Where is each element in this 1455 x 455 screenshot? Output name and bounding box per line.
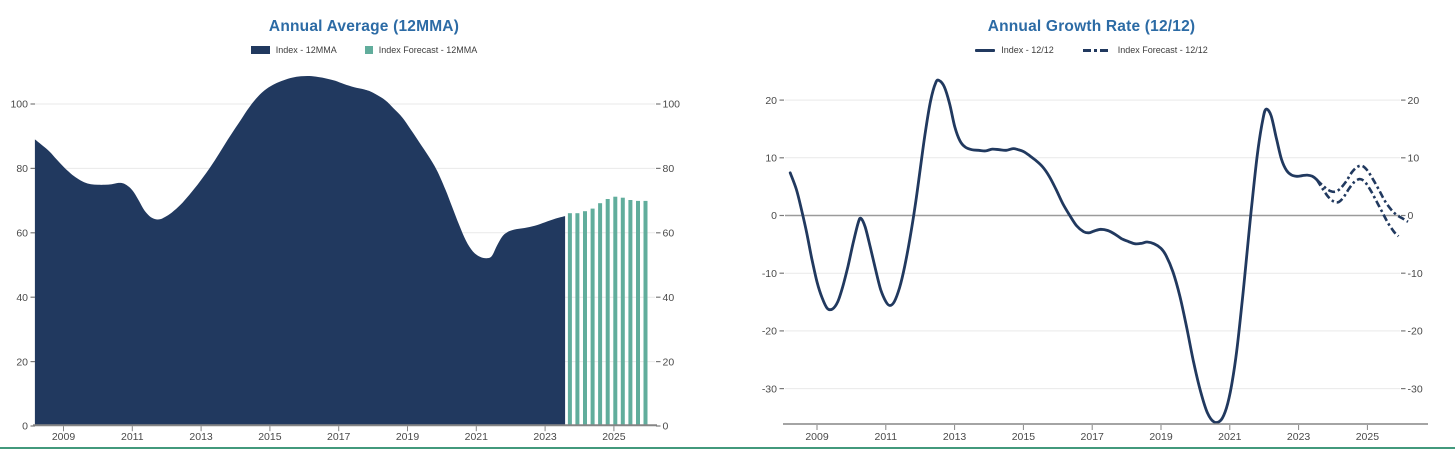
forecast-bar — [613, 196, 618, 426]
legend: Index - 12MMA Index Forecast - 12MMA — [0, 45, 728, 55]
forecast-line — [1315, 177, 1400, 238]
y-tick-label: 0 — [1408, 210, 1414, 222]
y-tick-label: 20 — [16, 356, 28, 368]
y-tick-label: 100 — [663, 99, 681, 111]
forecast-bar — [575, 213, 580, 426]
legend-label: Index Forecast - 12/12 — [1117, 45, 1208, 55]
forecast-bar — [598, 203, 603, 426]
panel-annual-growth-rate: Annual Growth Rate (12/12) Index - 12/12… — [728, 0, 1455, 455]
y-tick-label: 0 — [22, 421, 28, 433]
x-tick-label: 2021 — [1218, 431, 1242, 443]
index-line — [788, 78, 1319, 424]
legend-label: Index - 12/12 — [1001, 45, 1054, 55]
forecast-bar — [583, 211, 587, 426]
page-title: Annual Average (12MMA) — [268, 17, 460, 35]
x-tick-label: 2025 — [1356, 431, 1380, 443]
y-tick-label: -20 — [1408, 326, 1423, 338]
y-tick-label: -30 — [1408, 383, 1423, 395]
x-tick-label: 2019 — [396, 431, 420, 443]
y-tick-label: 40 — [663, 292, 675, 304]
bar-swatch-icon — [364, 46, 373, 54]
annual-average-plot: 2009 2011 2013 2015 2017 2019 2021 2023 2025 0 0 20… — [10, 75, 681, 443]
forecast-bar — [605, 199, 610, 426]
y-tick-label: -30 — [762, 383, 777, 395]
y-tick-label: 40 — [16, 292, 28, 304]
y-tick-label: 0 — [771, 210, 777, 222]
x-tick-label: 2017 — [1081, 431, 1105, 443]
annual-growth-rate-plot: 2009 2011 2013 2015 2017 2019 2021 2023 2025 20 20… — [762, 78, 1428, 443]
area-swatch-icon — [250, 46, 270, 54]
y-tick-label: 10 — [1408, 152, 1420, 164]
y-tick-label: -10 — [1408, 268, 1423, 280]
legend-label: Index - 12MMA — [275, 45, 337, 55]
legend-item-index-forecast-12-12: Index Forecast - 12/12 — [1082, 45, 1208, 55]
y-tick-label: 20 — [765, 95, 777, 107]
y-tick-label: 0 — [663, 421, 669, 433]
x-tick-label: 2011 — [121, 431, 144, 443]
x-tick-label: 2021 — [465, 431, 489, 443]
x-tick-label: 2013 — [943, 431, 967, 443]
y-tick-label: 60 — [663, 227, 675, 239]
forecast-bar — [636, 200, 640, 426]
forecast-bar — [567, 213, 572, 426]
x-tick-label: 2019 — [1149, 431, 1173, 443]
x-tick-label: 2009 — [805, 431, 829, 443]
forecast-bar — [590, 208, 595, 426]
y-tick-label: 20 — [1408, 95, 1420, 107]
x-tick-label: 2015 — [258, 431, 282, 443]
y-tick-label: -20 — [762, 326, 777, 338]
legend-item-index-forecast-12mma: Index Forecast - 12MMA — [364, 45, 478, 55]
legend-label: Index Forecast - 12MMA — [378, 45, 478, 55]
panel-annual-average: Annual Average (12MMA) Index - 12MMA Ind… — [0, 17, 728, 443]
x-tick-label: 2011 — [875, 431, 898, 443]
bottom-border — [0, 447, 1455, 449]
y-tick-label: 80 — [16, 163, 28, 175]
line-swatch-icon — [975, 48, 996, 52]
y-tick-label: 100 — [10, 99, 28, 111]
y-tick-label: 60 — [16, 227, 28, 239]
index-area — [34, 75, 566, 427]
x-tick-label: 2009 — [52, 431, 76, 443]
legend-item-index-12-12: Index - 12/12 — [975, 45, 1054, 55]
x-tick-label: 2015 — [1012, 431, 1036, 443]
forecast-bar — [628, 200, 633, 426]
legend-item-index-12mma: Index - 12MMA — [250, 45, 337, 55]
x-tick-label: 2013 — [189, 431, 213, 443]
forecast-bar — [620, 197, 625, 426]
y-tick-label: 20 — [663, 356, 675, 368]
y-tick-label: 80 — [663, 163, 675, 175]
x-tick-label: 2023 — [1287, 431, 1311, 443]
y-tick-label: 10 — [765, 152, 777, 164]
x-tick-label: 2025 — [602, 431, 626, 443]
forecast-bar — [643, 200, 648, 426]
dashdot-swatch-icon — [1082, 48, 1111, 52]
page-title: Annual Growth Rate (12/12) — [987, 17, 1196, 35]
x-tick-label: 2017 — [327, 431, 351, 443]
legend: Index - 12/12 Index Forecast - 12/12 — [728, 45, 1455, 55]
y-tick-label: -10 — [762, 268, 777, 280]
forecast-line — [1315, 164, 1409, 223]
x-tick-label: 2023 — [533, 431, 557, 443]
